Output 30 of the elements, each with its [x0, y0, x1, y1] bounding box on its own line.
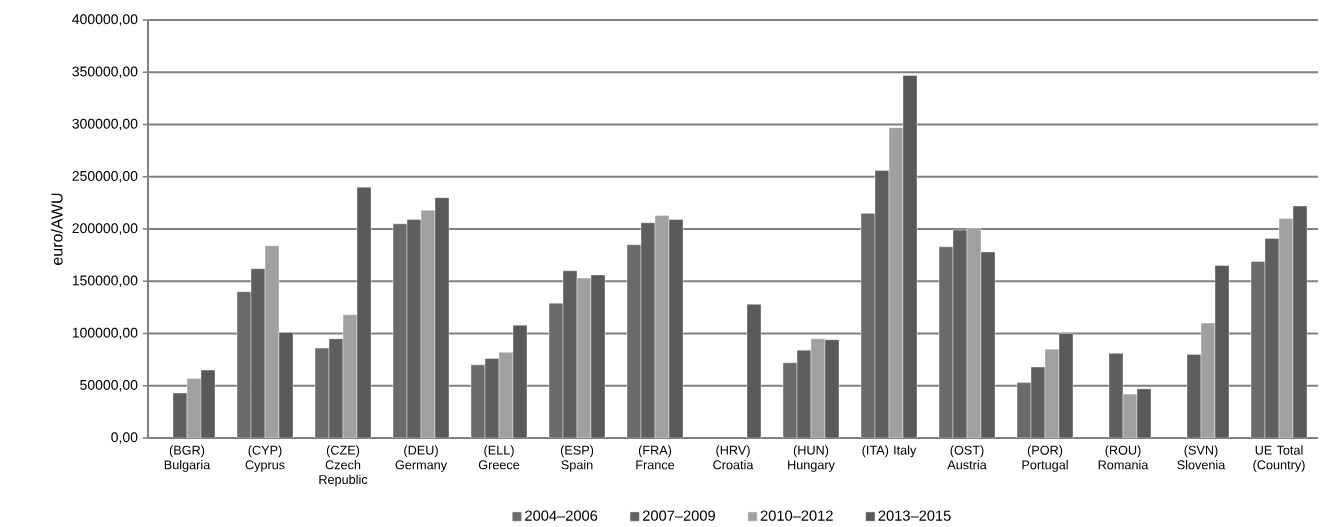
x-tick-label: (SVN) Slovenia	[1177, 445, 1226, 470]
x-tick-label: UE Total (Country)	[1253, 445, 1305, 472]
y-tick-label: 300000,00	[72, 118, 138, 131]
bar	[746, 304, 762, 438]
y-tick-label: 200000,00	[72, 223, 138, 235]
x-tick-label: (ITA) Italy	[862, 445, 917, 458]
y-tick-label: 100000,00	[72, 327, 138, 340]
y-tick-label: 350000,00	[72, 66, 138, 79]
legend-label: 2010–2012	[760, 510, 833, 521]
x-tick-label: (CZE) Czech Republic	[319, 445, 368, 487]
legend-label: 2013–2015	[878, 510, 951, 521]
x-tick-label: (HUN) Hungary	[788, 445, 835, 472]
x-tick-label: (HRV) Croatia	[713, 445, 754, 470]
legend-label: 2007–2009	[642, 510, 715, 521]
x-tick-label: (FRA) France	[636, 445, 675, 470]
x-tick-label: (OST) Austria	[947, 445, 987, 470]
x-tick-label: (CYP) Cyprus	[245, 445, 285, 472]
x-tick-label: (ELL) Greece	[478, 445, 520, 470]
y-tick-label: 400000,00	[72, 14, 138, 26]
y-tick-label: 50000,00	[80, 379, 138, 392]
y-tick-label: 150000,00	[72, 275, 138, 288]
x-tick-label: (ROU) Romania	[1098, 445, 1149, 470]
x-tick-label: (BGR) Bulgaria	[164, 445, 211, 472]
y-axis-title: euro/AWU	[50, 193, 63, 265]
y-tick-label: 0,00	[111, 432, 138, 444]
x-tick-label: (ESP) Spain	[560, 445, 594, 472]
x-tick-label: (DEU) Germany	[395, 445, 448, 472]
x-tick-label: (POR) Portugal	[1022, 445, 1068, 472]
legend-label: 2004–2006	[525, 510, 598, 521]
y-tick-label: 250000,00	[72, 170, 138, 183]
